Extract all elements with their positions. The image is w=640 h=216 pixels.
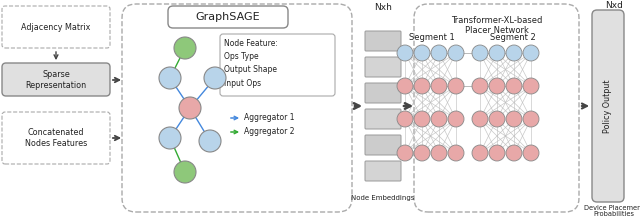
Text: Nxd: Nxd (605, 2, 623, 11)
Circle shape (506, 45, 522, 61)
Circle shape (472, 78, 488, 94)
Circle shape (414, 145, 430, 161)
FancyBboxPatch shape (168, 6, 288, 28)
Circle shape (199, 130, 221, 152)
FancyBboxPatch shape (220, 34, 335, 96)
FancyBboxPatch shape (592, 10, 624, 202)
Circle shape (431, 111, 447, 127)
Circle shape (506, 145, 522, 161)
Text: Segment 1: Segment 1 (409, 33, 455, 43)
FancyBboxPatch shape (365, 135, 401, 155)
Circle shape (414, 78, 430, 94)
Text: Node Embeddings: Node Embeddings (351, 195, 415, 201)
Circle shape (159, 67, 181, 89)
Circle shape (448, 45, 464, 61)
Circle shape (431, 78, 447, 94)
Circle shape (523, 45, 539, 61)
Text: Sparse
Representation: Sparse Representation (26, 70, 86, 90)
FancyBboxPatch shape (365, 57, 401, 77)
Circle shape (489, 145, 505, 161)
Text: Node Feature:
Ops Type
Output Shape
Input Ops: Node Feature: Ops Type Output Shape Inpu… (224, 39, 278, 88)
Circle shape (523, 111, 539, 127)
Circle shape (397, 145, 413, 161)
Circle shape (174, 37, 196, 59)
Text: Segment 2: Segment 2 (490, 33, 536, 43)
Text: Policy Output: Policy Output (604, 79, 612, 133)
Circle shape (414, 111, 430, 127)
Circle shape (489, 78, 505, 94)
Circle shape (472, 111, 488, 127)
FancyBboxPatch shape (2, 63, 110, 96)
Circle shape (448, 145, 464, 161)
Circle shape (523, 145, 539, 161)
Circle shape (204, 67, 226, 89)
Circle shape (489, 111, 505, 127)
FancyBboxPatch shape (365, 31, 401, 51)
Circle shape (472, 145, 488, 161)
Text: Device Placement
Probabilities: Device Placement Probabilities (584, 205, 640, 216)
Circle shape (397, 45, 413, 61)
Text: Aggregator 1: Aggregator 1 (244, 113, 294, 122)
Circle shape (179, 97, 201, 119)
Circle shape (506, 111, 522, 127)
Circle shape (431, 45, 447, 61)
Text: Aggregator 2: Aggregator 2 (244, 127, 294, 137)
FancyBboxPatch shape (365, 109, 401, 129)
Circle shape (174, 161, 196, 183)
FancyBboxPatch shape (365, 161, 401, 181)
Circle shape (472, 45, 488, 61)
Text: Nxh: Nxh (374, 3, 392, 13)
Circle shape (506, 78, 522, 94)
Circle shape (397, 78, 413, 94)
Circle shape (414, 45, 430, 61)
FancyBboxPatch shape (365, 83, 401, 103)
Circle shape (448, 111, 464, 127)
Circle shape (159, 127, 181, 149)
Text: Transformer-XL-based
Placer Network: Transformer-XL-based Placer Network (451, 16, 543, 35)
Circle shape (431, 145, 447, 161)
Circle shape (489, 45, 505, 61)
Circle shape (523, 78, 539, 94)
Circle shape (448, 78, 464, 94)
Text: Adjacency Matrix: Adjacency Matrix (21, 22, 91, 32)
Text: Concatenated
Nodes Features: Concatenated Nodes Features (25, 128, 87, 148)
Text: GraphSAGE: GraphSAGE (196, 12, 260, 22)
Circle shape (397, 111, 413, 127)
